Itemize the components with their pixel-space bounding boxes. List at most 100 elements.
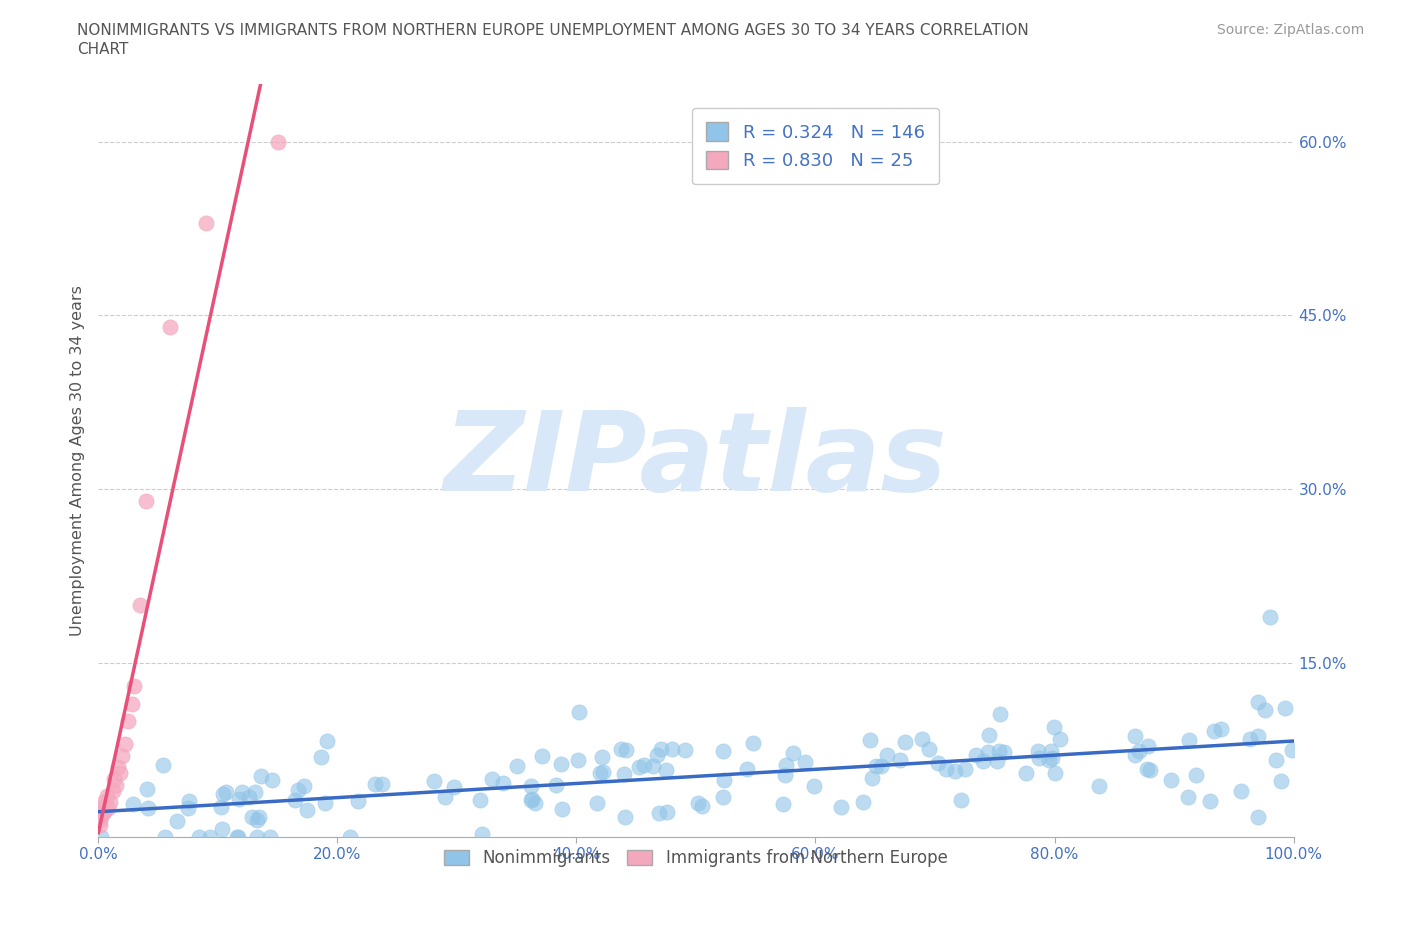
Point	[1139, 763, 1161, 777]
Point	[1049, 732, 1071, 747]
Point	[1254, 703, 1277, 718]
Point	[1136, 762, 1159, 777]
Point	[101, 783, 124, 798]
Point	[136, 801, 159, 816]
Point	[245, 784, 267, 799]
Point	[364, 777, 387, 791]
Point	[238, 790, 260, 804]
Point	[1040, 751, 1063, 765]
Point	[655, 763, 678, 777]
Point	[1274, 701, 1296, 716]
Point	[655, 804, 678, 819]
Point	[1026, 743, 1049, 758]
Point	[90, 809, 112, 824]
Point	[481, 771, 503, 786]
Point	[773, 767, 796, 782]
Point	[830, 800, 852, 815]
Point	[89, 812, 111, 827]
Point	[1209, 722, 1232, 737]
Point	[711, 790, 734, 804]
Point	[1039, 743, 1062, 758]
Legend: Nonimmigrants, Immigrants from Northern Europe: Nonimmigrants, Immigrants from Northern …	[437, 843, 955, 874]
Point	[686, 795, 709, 810]
Point	[1123, 728, 1146, 743]
Point	[860, 771, 883, 786]
Point	[592, 764, 614, 779]
Point	[339, 830, 361, 844]
Point	[93, 795, 115, 810]
Point	[117, 713, 139, 728]
Point	[1178, 732, 1201, 747]
Point	[661, 741, 683, 756]
Text: CHART: CHART	[77, 42, 129, 57]
Point	[633, 758, 655, 773]
Point	[226, 830, 249, 844]
Point	[986, 753, 1008, 768]
Point	[568, 705, 591, 720]
Point	[965, 748, 987, 763]
Point	[1281, 742, 1303, 757]
Point	[911, 731, 934, 746]
Point	[295, 803, 318, 817]
Point	[673, 743, 696, 758]
Point	[443, 779, 465, 794]
Point	[90, 801, 112, 816]
Point	[645, 748, 668, 763]
Point	[889, 752, 911, 767]
Point	[1014, 765, 1036, 780]
Point	[177, 793, 200, 808]
Point	[89, 818, 111, 833]
Point	[859, 733, 882, 748]
Point	[309, 750, 332, 764]
Point	[267, 134, 290, 149]
Point	[614, 809, 637, 824]
Point	[136, 782, 159, 797]
Point	[993, 745, 1015, 760]
Point	[1199, 793, 1222, 808]
Point	[97, 801, 120, 816]
Point	[247, 810, 270, 825]
Point	[918, 741, 941, 756]
Point	[530, 749, 553, 764]
Point	[105, 777, 128, 792]
Point	[955, 762, 977, 777]
Point	[211, 821, 233, 836]
Y-axis label: Unemployment Among Ages 30 to 34 years: Unemployment Among Ages 30 to 34 years	[69, 285, 84, 636]
Point	[314, 796, 336, 811]
Point	[91, 806, 114, 821]
Point	[250, 768, 273, 783]
Point	[972, 753, 994, 768]
Point	[935, 762, 957, 777]
Point	[211, 787, 233, 802]
Point	[1230, 783, 1253, 798]
Point	[876, 748, 898, 763]
Point	[228, 791, 250, 806]
Point	[550, 757, 572, 772]
Point	[950, 792, 973, 807]
Point	[1264, 753, 1286, 768]
Point	[506, 758, 529, 773]
Point	[1028, 751, 1050, 765]
Point	[1239, 732, 1261, 747]
Point	[567, 752, 589, 767]
Point	[1258, 609, 1281, 624]
Point	[153, 830, 176, 844]
Point	[111, 749, 134, 764]
Point	[231, 784, 253, 799]
Point	[1247, 729, 1270, 744]
Point	[215, 784, 238, 799]
Text: Source: ZipAtlas.com: Source: ZipAtlas.com	[1216, 23, 1364, 37]
Point	[551, 802, 574, 817]
Point	[988, 744, 1011, 759]
Point	[198, 830, 221, 844]
Point	[1038, 752, 1060, 767]
Point	[803, 778, 825, 793]
Point	[177, 800, 200, 815]
Point	[103, 772, 125, 787]
Point	[609, 741, 631, 756]
Point	[613, 766, 636, 781]
Point	[287, 782, 309, 797]
Point	[927, 756, 949, 771]
Point	[772, 797, 794, 812]
Point	[195, 216, 218, 231]
